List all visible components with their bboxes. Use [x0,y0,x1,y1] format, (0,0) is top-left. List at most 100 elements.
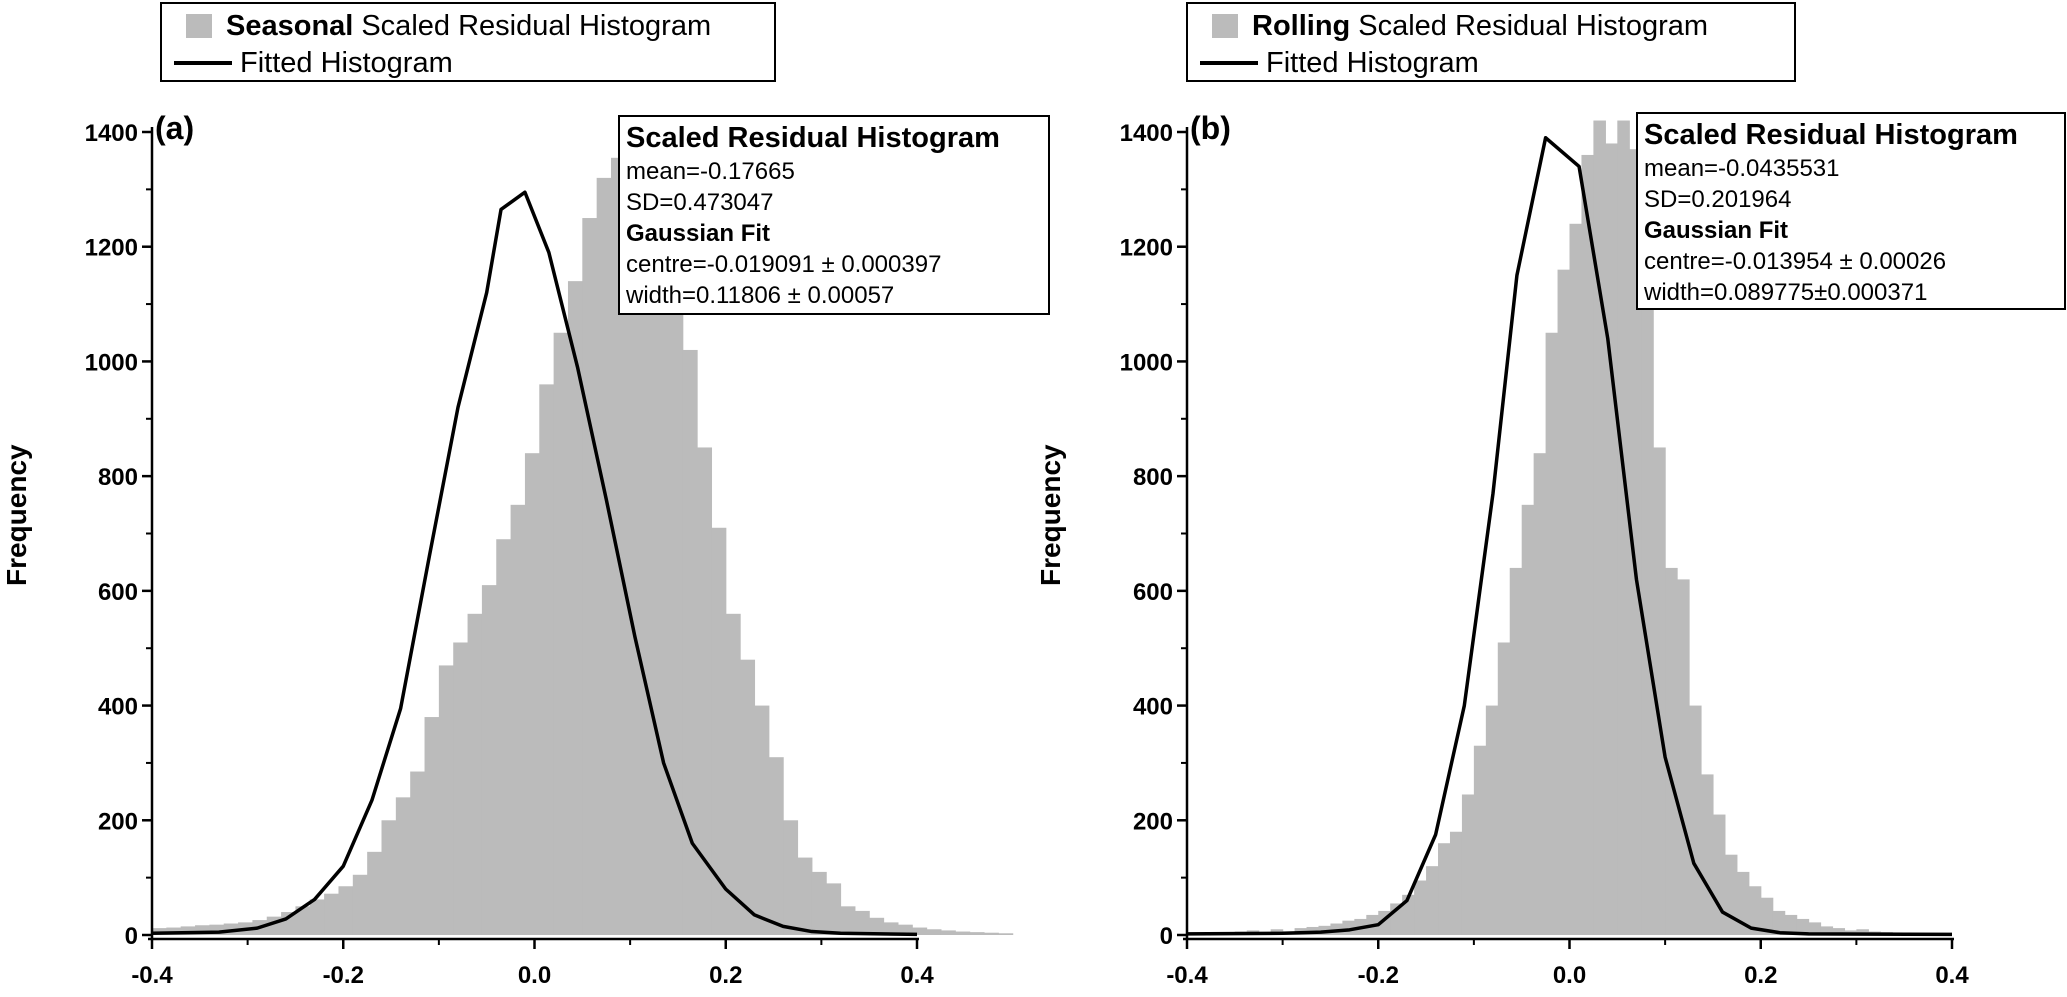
histogram-bar [1557,269,1571,936]
legend-fit-label: Fitted Histogram [240,46,453,79]
legend-entry-fit: Fitted Histogram [1200,45,1479,81]
histogram-bar [639,240,655,935]
histogram-bar [611,157,626,935]
histogram-bar [1712,814,1726,935]
y-tick-label: 1400 [85,120,138,147]
histogram-bar [195,925,210,935]
y-tick-label: 600 [98,579,138,606]
x-tick-label: 0.4 [1935,962,1969,989]
histogram-bar [854,910,870,935]
legend-series-bold: Seasonal [226,9,354,42]
legend-entry-fit: Fitted Histogram [174,45,453,81]
histogram-bar [1449,831,1463,935]
legend: Seasonal Scaled Residual Histogram Fitte… [160,2,776,82]
legend-fit-label: Fitted Histogram [1266,46,1479,79]
histogram-bar [711,527,727,935]
panel-b: Rolling Scaled Residual Histogram Fitted… [1034,0,2067,997]
histogram-bar [453,642,469,935]
histogram-bar [1724,854,1738,935]
legend-series-label: Scaled Residual Histogram [1358,9,1709,42]
histogram-bar [1617,120,1630,936]
y-tick-label: 0 [125,923,138,950]
histogram-bar [1605,143,1618,935]
histogram-bar [496,539,512,935]
histogram-bar [912,927,928,935]
histogram-bar [1593,120,1606,936]
histogram-bar [1485,705,1499,935]
histogram-bar [826,883,842,935]
stats-sd: SD=0.201964 [1644,186,1792,213]
x-tick-label: 0.0 [1553,962,1586,989]
legend-swatch-fit [1200,61,1258,65]
histogram-bar [209,924,225,935]
histogram-bar [1545,332,1559,935]
legend-series-label: Scaled Residual Histogram [361,9,712,42]
legend: Rolling Scaled Residual Histogram Fitted… [1186,2,1796,82]
histogram-bar [754,705,770,935]
y-tick-label: 800 [98,464,138,491]
histogram-bar [582,218,598,936]
legend-swatch-histogram [186,14,212,38]
stats-width: width=0.089775±0.000371 [1644,279,1928,306]
histogram-bar [1497,642,1511,935]
legend-entry-histogram: Seasonal Scaled Residual Histogram [174,8,711,44]
histogram-bar [539,384,555,935]
histogram-bar [467,613,483,935]
histogram-bar [1677,579,1690,935]
panel-a: Seasonal Scaled Residual Histogram Fitte… [0,0,1050,997]
legend-swatch-fit [174,61,232,65]
histogram-bar [740,659,756,935]
histogram-bar [324,893,340,935]
histogram-bar [797,857,813,935]
stats-fit-title: Gaussian Fit [626,220,771,247]
stats-fit-title: Gaussian Fit [1644,217,1789,244]
histogram-bar [381,820,397,935]
histogram-bar [1402,894,1415,935]
stats-title: Scaled Residual Histogram [1644,119,2018,151]
histogram-bar [998,933,1014,935]
x-tick-label: -0.2 [1358,962,1399,989]
histogram-bar [811,871,827,935]
y-tick-label: 0 [1160,923,1173,950]
histogram-bar [840,906,856,935]
legend-swatch-histogram [1212,14,1238,38]
panel-label: (b) [1190,110,1231,146]
histogram-bar [180,926,196,935]
histogram-bar [1665,567,1678,935]
histogram-bar [395,797,411,935]
histogram-bar [940,930,956,935]
x-tick-label: -0.2 [323,962,364,989]
x-tick-label: -0.4 [1166,962,1208,989]
y-tick-label: 400 [1133,694,1173,721]
y-tick-label: 200 [98,808,138,835]
histogram-bar [596,177,612,935]
histogram-bar [625,180,641,936]
histogram-bar [567,281,583,936]
histogram-bar [424,717,440,935]
legend-entry-histogram: Rolling Scaled Residual Histogram [1200,8,1708,44]
histogram-bar [1438,843,1451,935]
histogram-bar [1856,929,1869,935]
histogram-bar [883,922,899,935]
histogram-chart: 0 200 400 600 800 1000 1200 1400 -0.4 -0.2 0.0 0.2 0… [85,120,1014,989]
histogram-bar [1629,149,1642,935]
x-tick-label: -0.4 [131,962,173,989]
histogram-bar [510,504,526,935]
stats-mean: mean=-0.17665 [626,158,795,185]
x-tick-label: 0.2 [709,962,742,989]
histogram-bar [1473,745,1487,935]
stats-centre: centre=-0.019091 ± 0.000397 [626,251,942,278]
histogram-bar [1689,705,1702,935]
histogram-bar [682,349,698,935]
histogram-bar [955,931,971,935]
histogram-bar [1772,910,1786,935]
histogram-bar [1414,880,1427,935]
histogram-bar [338,886,354,935]
histogram-bar [1653,447,1666,935]
y-tick-label: 1400 [1120,120,1173,147]
histogram-bar [524,453,540,935]
x-tick-label: 0.4 [900,962,934,989]
stats-width: width=0.11806 ± 0.00057 [626,282,895,309]
fitted-line [1186,135,1953,937]
histogram-bars [152,157,1014,936]
